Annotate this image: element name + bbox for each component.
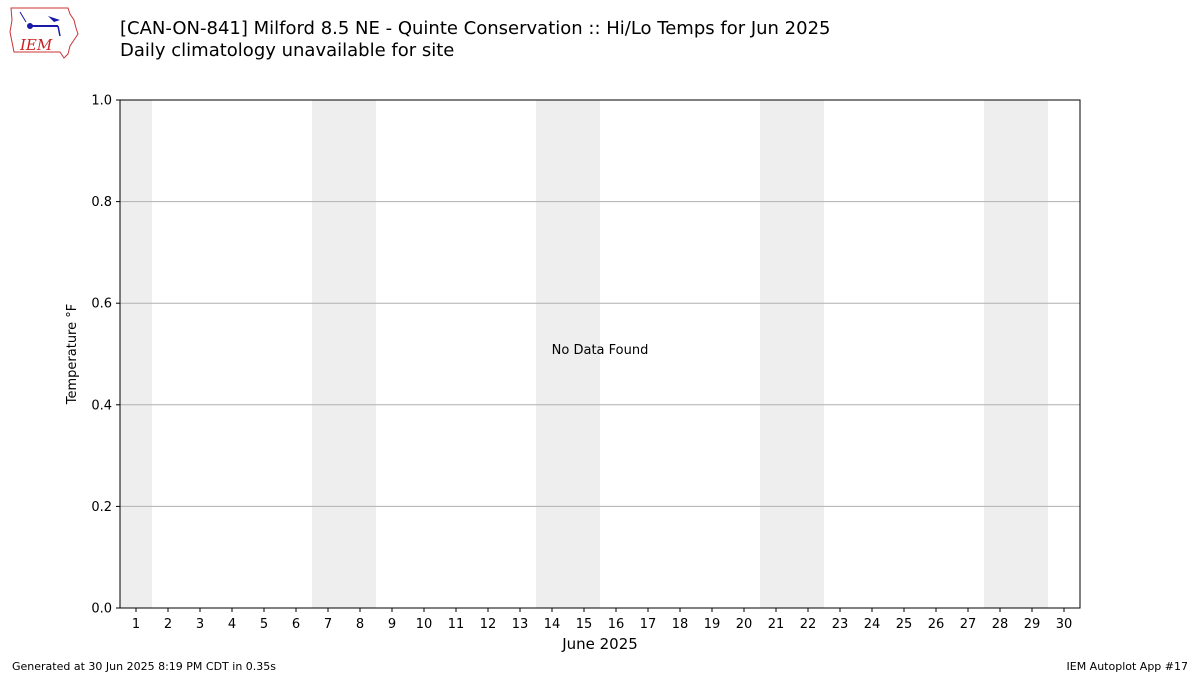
x-axis-label: June 2025 <box>561 635 638 653</box>
x-tick-label: 1 <box>132 617 140 632</box>
x-tick-label: 21 <box>768 617 785 632</box>
iem-logo: IEM <box>9 7 79 59</box>
y-tick-label: 0.8 <box>91 195 112 210</box>
x-tick-label: 11 <box>448 617 465 632</box>
y-tick-label: 1.0 <box>91 94 112 109</box>
y-axis-label: Temperature °F <box>65 304 80 405</box>
x-tick-label: 20 <box>736 617 753 632</box>
x-tick-label: 10 <box>416 617 433 632</box>
weekend-band <box>312 100 344 608</box>
x-tick-label: 9 <box>388 617 396 632</box>
y-tick-label: 0.2 <box>91 500 112 515</box>
no-data-annotation: No Data Found <box>552 343 649 358</box>
weekend-band <box>760 100 792 608</box>
x-tick-label: 28 <box>992 617 1009 632</box>
weekend-band <box>536 100 568 608</box>
x-tick-label: 22 <box>800 617 817 632</box>
grid-lines <box>120 201 1080 507</box>
x-tick-label: 26 <box>928 617 945 632</box>
chart-title: [CAN-ON-841] Milford 8.5 NE - Quinte Con… <box>120 18 831 39</box>
x-tick-label: 6 <box>292 617 300 632</box>
weekend-band <box>792 100 824 608</box>
x-tick-label: 15 <box>576 617 593 632</box>
weekend-bands <box>120 100 1048 608</box>
x-tick-label: 18 <box>672 617 689 632</box>
x-axis: 1 2 3 4 5 6 7 8 9 10 11 12 13 14 15 16 17 18 19 20 21 22 23 24 2… <box>132 608 1072 632</box>
x-tick-label: 19 <box>704 617 721 632</box>
x-tick-label: 14 <box>544 617 561 632</box>
x-tick-label: 27 <box>960 617 977 632</box>
plot-frame <box>119 99 1081 609</box>
x-tick-label: 7 <box>324 617 332 632</box>
x-tick-label: 4 <box>228 617 236 632</box>
footer-app: IEM Autoplot App #17 <box>1066 660 1189 673</box>
weekend-band <box>120 100 152 608</box>
y-tick-label: 0.6 <box>91 297 112 312</box>
x-tick-label: 17 <box>640 617 657 632</box>
y-tick-label: 0.0 <box>91 602 112 617</box>
logo-text: IEM <box>19 36 53 54</box>
x-tick-label: 23 <box>832 617 849 632</box>
weekend-band <box>568 100 600 608</box>
x-tick-label: 29 <box>1024 617 1041 632</box>
x-tick-label: 13 <box>512 617 529 632</box>
x-tick-label: 30 <box>1056 617 1073 632</box>
weekend-band <box>344 100 376 608</box>
y-tick-label: 0.4 <box>91 398 112 413</box>
x-tick-label: 3 <box>196 617 204 632</box>
y-axis: 0.0 0.2 0.4 0.6 0.8 1.0 <box>91 94 120 617</box>
weekend-band <box>1016 100 1048 608</box>
footer-generated: Generated at 30 Jun 2025 8:19 PM CDT in … <box>12 660 277 673</box>
weekend-band <box>984 100 1016 608</box>
x-tick-label: 5 <box>260 617 268 632</box>
chart-subtitle: Daily climatology unavailable for site <box>120 40 455 61</box>
x-tick-label: 25 <box>896 617 913 632</box>
x-tick-label: 8 <box>356 617 364 632</box>
x-tick-label: 24 <box>864 617 881 632</box>
x-tick-label: 2 <box>164 617 172 632</box>
x-tick-label: 16 <box>608 617 625 632</box>
x-tick-label: 12 <box>480 617 497 632</box>
